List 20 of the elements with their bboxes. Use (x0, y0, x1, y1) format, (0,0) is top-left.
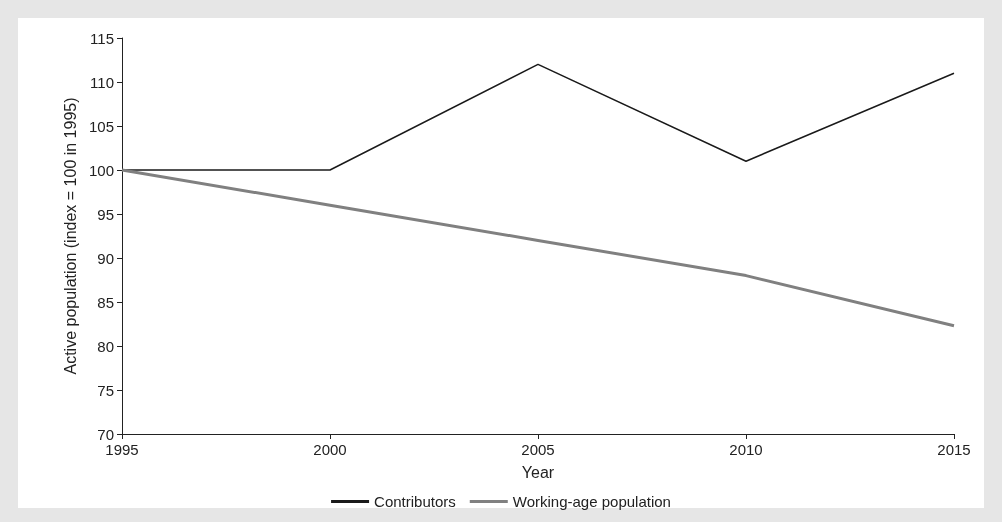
y-tick-label: 90 (97, 249, 114, 267)
y-tick-label: 75 (97, 381, 114, 399)
x-tick-label: 1995 (105, 441, 139, 458)
x-tick-label: 2015 (937, 441, 971, 458)
y-tick-label: 105 (88, 117, 114, 135)
x-tick-label: 2000 (313, 441, 347, 458)
legend-label: Working-age population (512, 493, 671, 510)
y-tick-label: 100 (88, 161, 114, 179)
y-tick-label: 110 (90, 73, 114, 91)
y-tick-label: 115 (90, 29, 114, 47)
y-tick-label: 95 (97, 205, 114, 223)
line-series (120, 168, 956, 328)
x-axis-title: Year (521, 463, 555, 481)
x-tick-label: 2005 (521, 441, 555, 458)
legend-label: Contributors (374, 493, 456, 510)
y-axis-title: Active population (index = 100 in 1995) (61, 97, 79, 375)
y-tick-label: 80 (97, 337, 114, 355)
y-tick-label: 85 (97, 293, 114, 311)
x-tick-label: 2010 (729, 441, 763, 458)
y-tick-label: 70 (97, 425, 114, 443)
